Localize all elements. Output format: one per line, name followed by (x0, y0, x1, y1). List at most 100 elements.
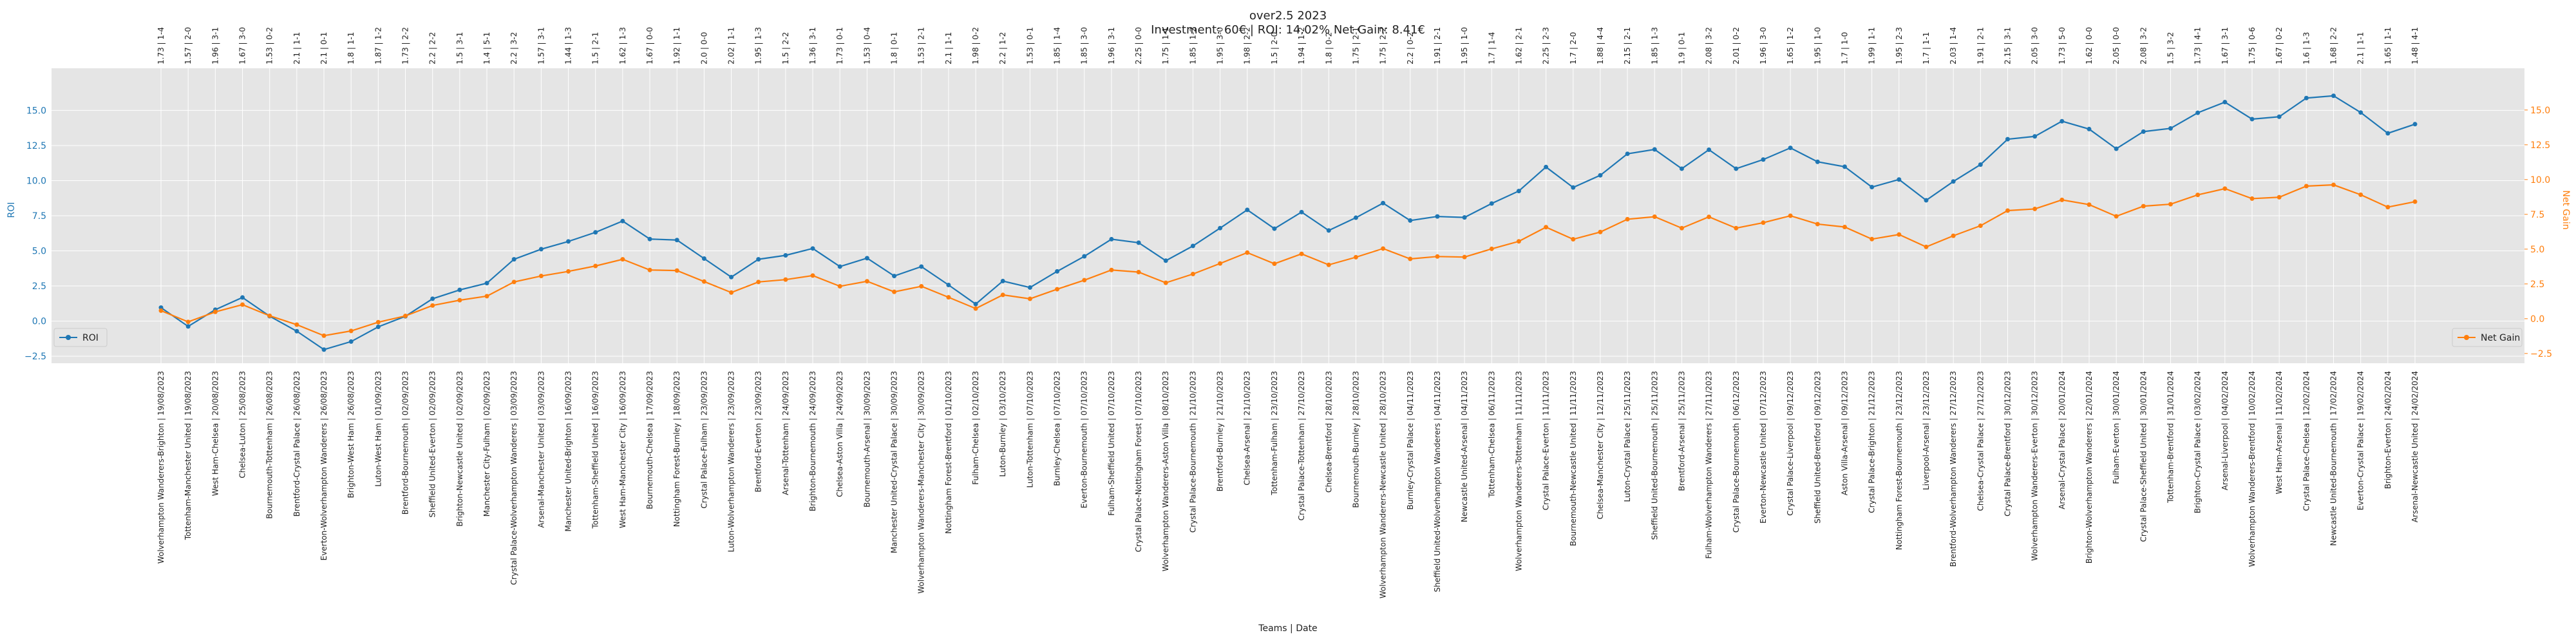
top-tick-label: 2.08 | 3-2 (1705, 27, 1714, 64)
data-point-roi (946, 283, 951, 288)
top-tick-label: 1.95 | 1-0 (1460, 27, 1469, 64)
legend-roi-box (53, 328, 108, 347)
x-tick-label: Crystal Palace-Nottingham Forest | 07/10… (1134, 371, 1143, 552)
data-point-net-gain (2222, 186, 2228, 191)
top-tick-label: 1.53 | 0-4 (862, 27, 871, 64)
top-tick-label: 1.98 | 0-2 (971, 27, 980, 64)
top-tick-label: 2.08 | 3-2 (2139, 27, 2148, 64)
top-tick-label: 1.88 | 4-4 (1596, 27, 1605, 64)
top-tick-label: 1.62 | 0-0 (2085, 27, 2094, 64)
data-point-net-gain (1163, 280, 1168, 285)
data-point-net-gain (2412, 199, 2418, 204)
top-tick-label: 1.73 | 5-0 (2058, 27, 2067, 64)
x-tick-label: Luton-West Ham | 01/09/2023 (374, 371, 383, 487)
x-tick-label: Nottingham Forest-Burnley | 18/09/2023 (672, 371, 681, 527)
legend-roi-marker (66, 335, 71, 340)
data-point-roi (1707, 147, 1712, 152)
top-tick-label: 1.99 | 1-1 (1868, 27, 1877, 64)
x-tick-label: Manchester City-Fulham | 02/09/2023 (482, 371, 491, 516)
x-tick-label: Crystal Palace-Brentford | 30/12/2023 (2003, 371, 2012, 516)
data-point-roi (2005, 137, 2010, 142)
data-point-net-gain (1951, 233, 1956, 238)
data-point-roi (2195, 110, 2201, 115)
legend-net-gain-label: Net Gain (2481, 333, 2520, 343)
x-tick-label: West Ham-Manchester City | 16/09/2023 (618, 371, 627, 528)
right-tick-label: 0.0 (2530, 314, 2544, 325)
top-tick-label: 2.03 | 1-4 (1949, 27, 1958, 64)
data-point-net-gain (2005, 208, 2010, 213)
data-point-roi (1272, 226, 1277, 231)
top-tick-label: 1.85 | 1-2 (1188, 27, 1197, 64)
legend-net-gain-box (2452, 328, 2523, 347)
data-point-net-gain (1571, 237, 1576, 242)
y-axis-label-left: ROI (6, 202, 17, 218)
data-point-roi (1978, 162, 1983, 167)
top-tick-label: 1.67 | 3-1 (2221, 27, 2230, 64)
data-point-net-gain (892, 289, 897, 294)
data-point-roi (1734, 166, 1739, 171)
left-tick-label: 2.5 (32, 281, 46, 292)
data-point-net-gain (2168, 202, 2173, 207)
x-tick-label: Bournemouth-Newcastle United | 11/11/202… (1569, 371, 1578, 546)
x-tick-label: Chelsea-Crystal Palace | 27/12/2023 (1976, 371, 1985, 511)
data-point-roi (1679, 166, 1684, 171)
top-tick-label: 2.1 | 1-1 (2356, 32, 2365, 64)
x-tick-label: Fulham-Sheffield United | 07/10/2023 (1107, 371, 1116, 516)
data-point-net-gain (2277, 194, 2282, 200)
x-tick-label: Manchester United-Brighton | 16/09/2023 (564, 371, 573, 532)
x-tick-label: Tottenham-Sheffield United | 16/09/2023 (591, 371, 600, 529)
data-point-net-gain (1272, 261, 1277, 267)
data-point-roi (1055, 269, 1060, 274)
data-point-net-gain (1679, 225, 1684, 231)
top-tick-label: 2.15 | 3-1 (2003, 27, 2012, 64)
data-point-roi (1870, 185, 1875, 190)
x-tick-label: Sheffield United-Bournemouth | 25/11/202… (1650, 371, 1659, 540)
x-tick-label: Nottingham Forest-Brentford | 01/10/2023 (944, 371, 953, 534)
top-tick-label: 2.25 | 0-0 (1134, 27, 1143, 64)
data-point-roi (240, 295, 245, 300)
data-point-net-gain (1842, 224, 1847, 229)
x-tick-label: Brighton-West Ham | 26/08/2023 (346, 371, 355, 498)
right-tick-label: 7.5 (2530, 210, 2544, 220)
data-point-roi (566, 239, 571, 244)
data-point-net-gain (1625, 216, 1630, 222)
x-tick-label: Brighton-Wolverhampton Wanderers | 22/01… (2085, 371, 2094, 564)
x-tick-label: Brentford-Wolverhampton Wanderers | 27/1… (1949, 371, 1958, 567)
data-point-roi (1544, 164, 1549, 169)
x-tick-label: Arsenal-Tottenham | 24/09/2023 (781, 371, 790, 495)
data-point-net-gain (2141, 204, 2146, 209)
data-point-net-gain (2249, 196, 2255, 201)
x-tick-label: Bournemouth-Tottenham | 26/08/2023 (265, 371, 274, 519)
top-tick-label: 1.65 | 1-2 (1786, 27, 1795, 64)
x-tick-label: Wolverhampton Wanderers-Manchester City … (917, 371, 926, 594)
data-point-net-gain (756, 279, 761, 285)
top-tick-label: 1.62 | 1-3 (618, 27, 627, 64)
data-point-roi (2114, 146, 2119, 151)
data-point-net-gain (430, 303, 435, 308)
top-tick-label: 2.2 | 3-2 (509, 32, 518, 64)
x-tick-label: Manchester United-Crystal Palace | 30/09… (890, 371, 899, 553)
data-point-roi (864, 256, 869, 261)
data-point-net-gain (1435, 254, 1440, 259)
top-tick-label: 1.5 | 2-0 (1270, 32, 1279, 64)
data-point-net-gain (566, 269, 571, 274)
data-point-net-gain (810, 273, 815, 278)
x-tick-label: Aston Villa-Arsenal | 09/12/2023 (1840, 371, 1849, 495)
x-tick-label: West Ham-Arsenal | 11/02/2024 (2275, 371, 2284, 494)
x-tick-label: Fulham-Wolverhampton Wanderers | 27/11/2… (1705, 371, 1714, 559)
x-tick-label: Everton-Wolverhampton Wanderers | 26/08/… (319, 371, 328, 560)
top-tick-label: 1.92 | 1-1 (672, 27, 681, 64)
data-point-net-gain (593, 263, 598, 269)
x-tick-label: Fulham-Everton | 30/01/2024 (2112, 371, 2121, 484)
data-point-roi (1598, 173, 1603, 178)
data-point-roi (647, 236, 652, 242)
data-point-net-gain (2195, 193, 2201, 198)
top-tick-label: 1.5 | 3-2 (2166, 32, 2175, 64)
data-point-roi (1218, 225, 1223, 231)
data-point-net-gain (294, 322, 299, 327)
data-point-net-gain (2304, 184, 2309, 189)
data-point-roi (2304, 95, 2309, 100)
data-point-net-gain (1109, 267, 1114, 272)
data-point-roi (430, 296, 435, 301)
